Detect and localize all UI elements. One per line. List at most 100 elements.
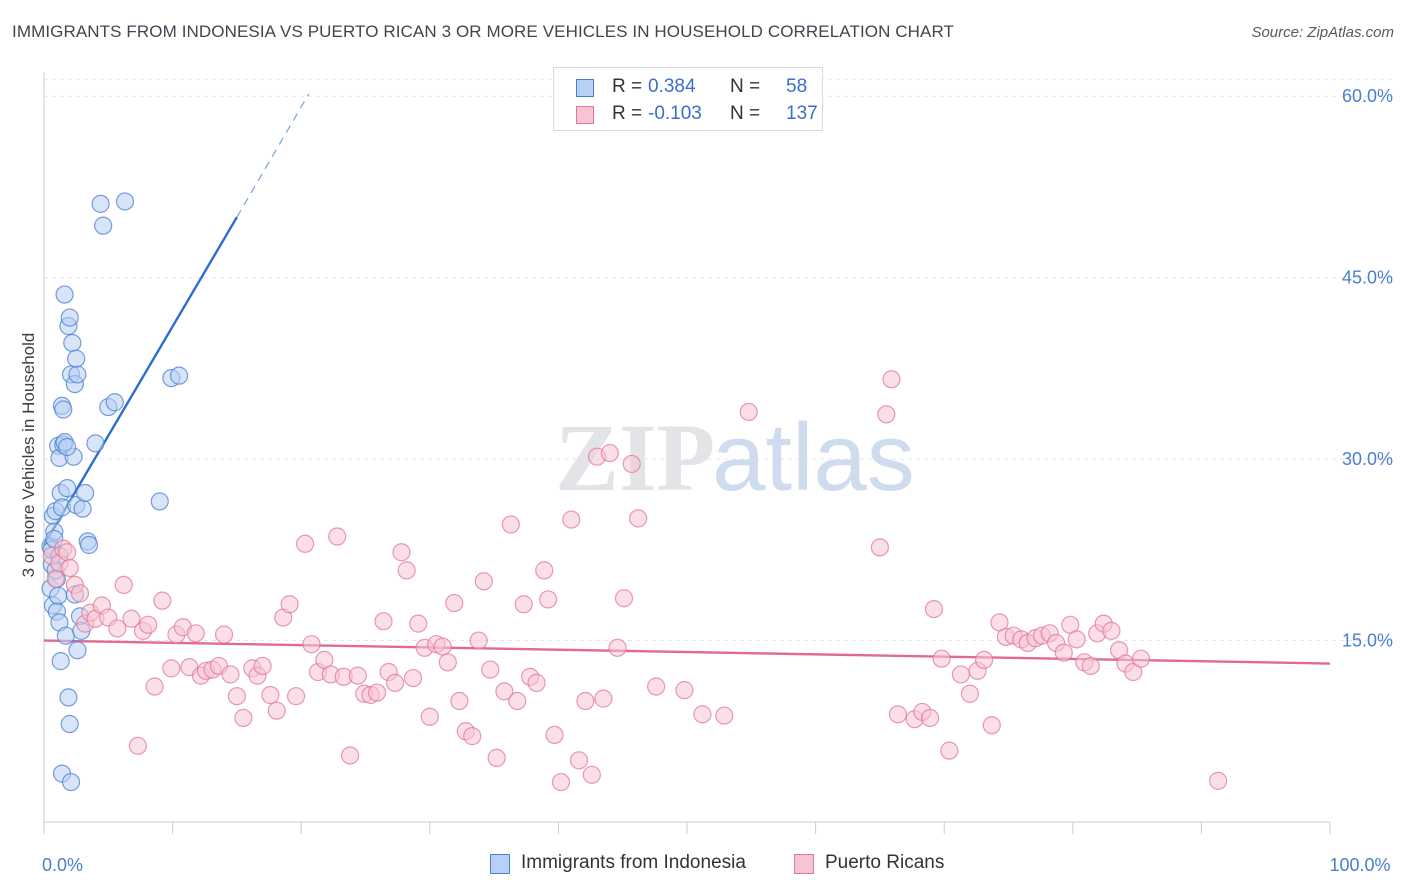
point-puerto-rican [629, 509, 648, 528]
trend-line-indonesia [42, 216, 238, 546]
point-puerto-rican [487, 748, 506, 767]
point-puerto-rican [940, 741, 959, 760]
point-indonesia [73, 499, 92, 518]
point-indonesia [55, 285, 74, 304]
point-puerto-rican [882, 370, 901, 389]
point-puerto-rican [392, 543, 411, 562]
point-puerto-rican [576, 691, 595, 711]
x-tick-label: 100.0% [1329, 855, 1390, 875]
chart-title: IMMIGRANTS FROM INDONESIA VS PUERTO RICA… [12, 22, 955, 41]
point-puerto-rican [1081, 656, 1100, 676]
point-puerto-rican [594, 689, 613, 708]
point-indonesia [58, 479, 77, 498]
r-label: R = [612, 76, 643, 97]
point-puerto-rican [463, 727, 482, 746]
point-puerto-rican [409, 614, 428, 633]
r-value: 0.384 [648, 76, 696, 97]
point-puerto-rican [974, 650, 994, 670]
n-label: N = [730, 103, 761, 124]
point-puerto-rican [261, 685, 280, 705]
point-indonesia [79, 535, 99, 555]
point-puerto-rican [545, 725, 564, 745]
point-puerto-rican [715, 706, 734, 725]
point-indonesia [58, 437, 77, 457]
trend-lines [42, 93, 1331, 665]
swatch-indonesia [576, 79, 594, 97]
point-puerto-rican [1209, 771, 1228, 790]
point-puerto-rican [139, 615, 158, 634]
stats-row-puerto-rican: R = -0.103 N = 137 [554, 101, 822, 127]
point-indonesia [115, 192, 135, 211]
y-tick-label: 45.0% [1342, 268, 1393, 288]
point-puerto-rican [535, 561, 554, 580]
point-indonesia [91, 194, 110, 213]
point-indonesia [63, 333, 82, 353]
point-puerto-rican [870, 538, 890, 557]
point-puerto-rican [367, 683, 387, 702]
point-puerto-rican [397, 561, 416, 580]
point-puerto-rican [1054, 643, 1073, 662]
point-puerto-rican [924, 599, 944, 619]
point-puerto-rican [951, 665, 971, 684]
point-indonesia [59, 688, 78, 707]
point-puerto-rican [675, 681, 694, 700]
stats-row-indonesia: R = 0.384 N = 58 [554, 74, 822, 100]
gridlines [44, 78, 1392, 642]
point-puerto-rican [302, 635, 321, 654]
axes [43, 72, 1331, 834]
point-indonesia [54, 400, 73, 419]
point-puerto-rican [527, 673, 546, 692]
point-puerto-rican [982, 716, 1001, 735]
point-puerto-rican [340, 746, 360, 765]
point-indonesia [76, 483, 95, 503]
point-indonesia [60, 308, 79, 327]
point-puerto-rican [403, 668, 423, 688]
source-credit: Source: ZipAtlas.com [1251, 24, 1394, 41]
point-puerto-rican [374, 612, 393, 631]
tick-labels: 15.0% 30.0% 45.0% 60.0% 0.0% 100.0% [42, 86, 1393, 875]
watermark-atlas: atlas [712, 404, 915, 511]
point-puerto-rican [551, 772, 571, 792]
point-puerto-rican [145, 677, 164, 696]
n-value: 137 [786, 103, 818, 124]
point-puerto-rican [932, 649, 951, 668]
trend-line-puerto-rican [43, 639, 1331, 665]
r-value: -0.103 [648, 103, 702, 124]
point-indonesia [86, 434, 105, 453]
point-puerto-rican [153, 591, 172, 610]
point-indonesia [51, 652, 70, 671]
point-puerto-rican [1067, 630, 1086, 649]
point-puerto-rican [162, 659, 181, 678]
point-puerto-rican [474, 572, 493, 591]
point-puerto-rican [253, 656, 272, 676]
point-indonesia [94, 216, 113, 235]
series-legend: Immigrants from Indonesia Puerto Ricans [0, 850, 1406, 880]
y-axis-label: 3 or more Vehicles in Household [19, 333, 38, 578]
n-value: 58 [786, 76, 808, 97]
point-puerto-rican [539, 590, 558, 609]
legend-swatch-puerto-rican [794, 854, 814, 874]
point-indonesia [150, 492, 169, 511]
point-puerto-rican [569, 751, 589, 770]
point-indonesia [67, 349, 86, 368]
point-puerto-rican [481, 660, 500, 679]
point-puerto-rican [647, 677, 666, 696]
point-puerto-rican [622, 454, 641, 474]
point-puerto-rican [450, 691, 469, 711]
point-indonesia [68, 641, 87, 660]
point-puerto-rican [70, 584, 90, 603]
point-puerto-rican [562, 510, 581, 529]
point-puerto-rican [286, 687, 306, 706]
point-puerto-rican [600, 443, 619, 463]
point-puerto-rican [608, 638, 627, 657]
legend-label-indonesia: Immigrants from Indonesia [521, 852, 746, 873]
legend-label-puerto-rican: Puerto Ricans [825, 852, 945, 873]
point-puerto-rican [234, 708, 253, 728]
point-puerto-rican [221, 665, 240, 684]
y-tick-label: 15.0% [1342, 631, 1393, 651]
point-puerto-rican [877, 405, 896, 424]
point-puerto-rican [495, 682, 514, 701]
n-label: N = [730, 76, 761, 97]
y-tick-label: 30.0% [1342, 449, 1393, 469]
point-puerto-rican [328, 527, 347, 546]
